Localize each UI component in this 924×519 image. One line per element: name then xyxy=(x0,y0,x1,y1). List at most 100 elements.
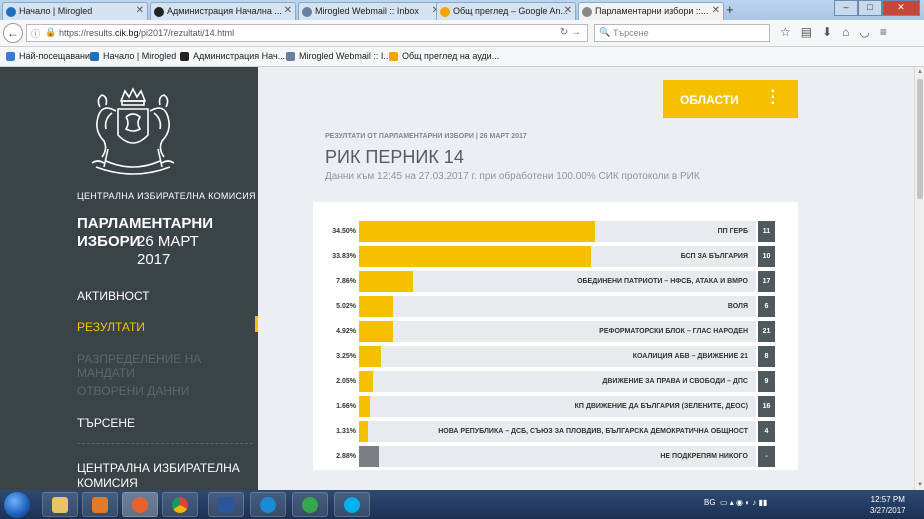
bookmarks-bar: Най-посещавани Начало | Mirogled Админис… xyxy=(0,47,924,67)
search-input[interactable]: 🔍 Търсене xyxy=(594,24,770,42)
tab-mirogled[interactable]: Начало | Mirogled ✕ xyxy=(2,2,148,20)
tab-google-analytics[interactable]: Общ преглед – Google An... ✕ xyxy=(436,2,576,20)
download-icon[interactable]: ⬇ xyxy=(822,25,833,39)
bookmark-label: Най-посещавани xyxy=(19,51,91,61)
minimize-icon[interactable]: – xyxy=(834,0,858,16)
result-bar xyxy=(359,446,379,467)
search-placeholder: Търсене xyxy=(613,28,649,38)
close-tab-icon[interactable]: ✕ xyxy=(283,5,292,16)
close-tab-icon[interactable]: ✕ xyxy=(563,5,572,16)
bookmark-icon xyxy=(6,52,15,61)
taskbar-word[interactable] xyxy=(208,492,244,517)
result-bar-track: КОАЛИЦИЯ АБВ – ДВИЖЕНИЕ 21 xyxy=(359,346,756,367)
menu-search[interactable]: ТЪРСЕНЕ xyxy=(77,416,136,430)
taskbar-skype[interactable] xyxy=(334,492,370,517)
bookmark-icon xyxy=(286,52,295,61)
toolbar-icons: ☆ ▤ ⬇ ⌂ ◡ ≡ xyxy=(780,25,887,39)
search-icon: 🔍 xyxy=(599,27,611,37)
menu-activity[interactable]: АКТИВНОСТ xyxy=(77,289,150,303)
result-row: 34.50% ПП ГЕРБ 11 xyxy=(313,221,798,243)
close-tab-icon[interactable]: ✕ xyxy=(432,5,440,16)
taskbar-chrome[interactable] xyxy=(162,492,198,517)
party-number-badge: 9 xyxy=(758,371,775,392)
result-bar xyxy=(359,396,370,417)
bookmark-most-visited[interactable]: Най-посещавани xyxy=(6,51,90,61)
menu-commission[interactable]: ЦЕНТРАЛНА ИЗБИРАТЕЛНА КОМИСИЯ xyxy=(77,461,240,490)
sidebar-divider xyxy=(77,443,253,444)
party-name: КП ДВИЖЕНИЕ ДА БЪЛГАРИЯ (ЗЕЛЕНИТЕ, ДЕОС) xyxy=(574,403,748,410)
result-percent: 2.05% xyxy=(336,378,356,385)
result-row: 3.25% КОАЛИЦИЯ АБВ – ДВИЖЕНИЕ 21 8 xyxy=(313,346,798,368)
party-name: БСП ЗА БЪЛГАРИЯ xyxy=(680,253,748,260)
home-icon[interactable]: ⌂ xyxy=(842,25,850,39)
result-bar xyxy=(359,346,381,367)
taskbar-firefox[interactable] xyxy=(122,492,158,517)
pocket-icon[interactable]: ◡ xyxy=(859,25,870,39)
party-name: РЕФОРМАТОРСКИ БЛОК – ГЛАС НАРОДЕН xyxy=(599,328,748,335)
page-favicon-icon xyxy=(582,7,592,17)
menu-results[interactable]: РЕЗУЛТАТИ xyxy=(77,320,145,334)
menu-mandates[interactable]: РАЗПРЕДЕЛЕНИЕ НА МАНДАТИ xyxy=(77,352,202,380)
navigation-bar: ← ⓘ 🔒 https://results.cik.bg/pi2017/rezu… xyxy=(0,20,924,47)
more-vertical-icon: · · · xyxy=(770,83,776,112)
taskbar-media-player[interactable] xyxy=(82,492,118,517)
bookmark-administration[interactable]: Администрация Нач... xyxy=(180,51,285,61)
party-name: ПП ГЕРБ xyxy=(717,228,748,235)
new-tab-button[interactable]: + xyxy=(726,2,734,17)
party-name: НОВА РЕПУБЛИКА – ДСБ, СЪЮЗ ЗА ПЛОВДИВ, Б… xyxy=(438,428,748,435)
regions-button[interactable]: ОБЛАСТИ · · · xyxy=(663,80,798,118)
result-bar xyxy=(359,271,413,292)
maximize-icon[interactable]: □ xyxy=(858,0,882,16)
taskbar-internet-explorer[interactable] xyxy=(250,492,286,517)
result-bar xyxy=(359,421,368,442)
analytics-favicon-icon xyxy=(440,7,450,17)
result-bar-track: РЕФОРМАТОРСКИ БЛОК – ГЛАС НАРОДЕН xyxy=(359,321,756,342)
lock-icon: 🔒 xyxy=(45,27,57,37)
result-bar-track: ВОЛЯ xyxy=(359,296,756,317)
results-chart: 34.50% ПП ГЕРБ 11 33.83% БСП ЗА БЪЛГАРИЯ 10 7.… xyxy=(313,202,798,470)
scroll-down-icon[interactable]: ▼ xyxy=(917,482,923,488)
language-indicator[interactable]: BG xyxy=(704,498,716,507)
results-label: РЕЗУЛТАТИ ОТ ПАРЛАМЕНТАРНИ ИЗБОРИ | 26 М… xyxy=(325,133,527,140)
taskbar-clock[interactable]: 12:57 PM 3/27/2017 xyxy=(870,494,906,516)
taskbar-explorer[interactable] xyxy=(42,492,78,517)
bookmark-mirogled[interactable]: Начало | Mirogled xyxy=(90,51,176,61)
result-row: 5.02% ВОЛЯ 6 xyxy=(313,296,798,318)
close-tab-icon[interactable]: ✕ xyxy=(711,5,720,16)
result-percent: 7.86% xyxy=(336,278,356,285)
tab-administration[interactable]: Администрация Начална ... ✕ xyxy=(150,2,296,20)
close-window-icon[interactable]: ✕ xyxy=(882,0,920,16)
bookmark-analytics[interactable]: Общ преглед на ауди... xyxy=(389,51,499,61)
menu-open-data[interactable]: ОТВОРЕНИ ДАННИ xyxy=(77,384,190,398)
tab-elections[interactable]: Парламентарни избори ::... ✕ xyxy=(578,2,724,20)
address-bar[interactable]: ⓘ 🔒 https://results.cik.bg/pi2017/rezult… xyxy=(26,24,588,42)
bookmark-icon xyxy=(389,52,398,61)
result-percent: 1.66% xyxy=(336,403,356,410)
result-percent: 4.92% xyxy=(336,328,356,335)
internet-explorer-icon xyxy=(260,497,276,513)
result-percent: 1.31% xyxy=(336,428,356,435)
scroll-up-icon[interactable]: ▲ xyxy=(917,69,923,75)
tab-webmail[interactable]: Mirogled Webmail :: Inbox ✕ xyxy=(298,2,444,20)
info-icon[interactable]: ⓘ xyxy=(31,29,41,39)
result-percent: 34.50% xyxy=(332,228,356,235)
result-percent: 3.25% xyxy=(336,353,356,360)
close-tab-icon[interactable]: ✕ xyxy=(135,5,144,16)
party-number-badge: 4 xyxy=(758,421,775,442)
taskbar-utorrent[interactable] xyxy=(292,492,328,517)
tray-icons[interactable]: ▭ ▴ ◉ ◐ ♪ ▮▮ xyxy=(717,498,768,507)
party-number-badge: - xyxy=(758,446,775,467)
start-button[interactable] xyxy=(4,492,30,518)
tab-label: Mirogled Webmail :: Inbox xyxy=(315,6,419,16)
page-content: ЦЕНТРАЛНА ИЗБИРАТЕЛНА КОМИСИЯ ПАРЛАМЕНТА… xyxy=(0,67,914,490)
menu-icon[interactable]: ≡ xyxy=(879,25,887,39)
scrollbar-thumb[interactable] xyxy=(917,79,923,199)
reading-list-icon[interactable]: ▤ xyxy=(800,25,813,39)
bookmark-star-icon[interactable]: ☆ xyxy=(780,25,791,39)
page-scrollbar[interactable]: ▲ ▼ xyxy=(914,67,924,490)
bookmark-webmail[interactable]: Mirogled Webmail :: I... xyxy=(286,51,391,61)
back-button[interactable]: ← xyxy=(3,23,23,43)
reload-icon[interactable]: ↻ → xyxy=(559,27,581,38)
coat-of-arms-logo xyxy=(91,87,175,175)
result-row: 1.66% КП ДВИЖЕНИЕ ДА БЪЛГАРИЯ (ЗЕЛЕНИТЕ, … xyxy=(313,396,798,418)
